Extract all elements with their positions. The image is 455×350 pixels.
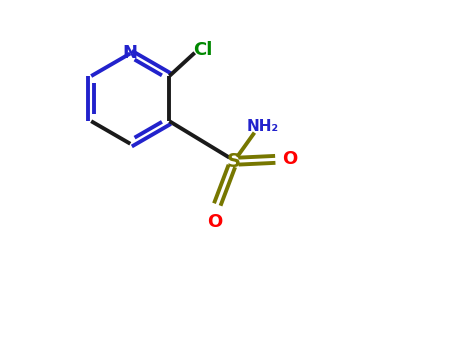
Text: O: O <box>282 150 297 168</box>
Text: NH₂: NH₂ <box>247 119 279 134</box>
Text: O: O <box>207 213 222 231</box>
Text: N: N <box>123 44 138 62</box>
Text: S: S <box>227 152 241 170</box>
Text: Cl: Cl <box>192 41 212 59</box>
